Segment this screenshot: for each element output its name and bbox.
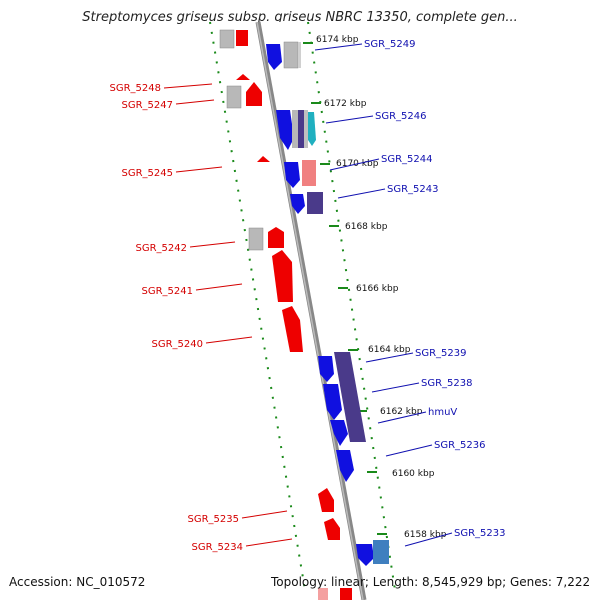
gene-arrow-blue — [284, 162, 300, 188]
gene-label: SGR_5242 — [136, 243, 188, 254]
gene-label: SGR_5246 — [375, 111, 427, 122]
gene-arrow-teal — [308, 112, 316, 146]
gene-gray — [219, 29, 235, 49]
gene-purple — [307, 192, 323, 214]
reverse-strand-genes — [266, 41, 389, 566]
leader-line — [205, 336, 253, 344]
gene-label: SGR_5245 — [122, 168, 174, 179]
right-label-leaders — [314, 43, 453, 547]
gene-gray — [292, 110, 298, 148]
leader-line — [377, 411, 427, 424]
gene-red-partial — [318, 588, 328, 600]
gene-label: hmuV — [428, 407, 457, 418]
leader-line — [325, 115, 374, 124]
gene-gray — [304, 110, 308, 148]
leader-line — [195, 283, 243, 291]
gene-label: SGR_5249 — [364, 39, 416, 50]
gene-arrow-red — [272, 250, 293, 302]
ruler-tick-label: 6162 kbp — [380, 407, 423, 417]
gene-red-partial — [340, 588, 352, 600]
gene-gray — [226, 85, 242, 109]
left-gene-labels: SGR_5248 SGR_5247 SGR_5245 SGR_5242 SGR_… — [110, 83, 244, 553]
forward-strand-genes — [219, 29, 352, 600]
gene-arrow-red — [324, 518, 340, 540]
leader-line — [175, 166, 223, 173]
ruler-tick-label: 6160 kbp — [392, 469, 435, 479]
gene-arrow-red — [282, 306, 303, 352]
gene-label: SGR_5233 — [454, 528, 506, 539]
gene-arrow-red — [246, 82, 262, 106]
gene-label: SGR_5236 — [434, 440, 486, 451]
gene-arrow-blue — [290, 194, 305, 214]
gene-arrow-red — [318, 488, 334, 512]
gene-label: SGR_5248 — [110, 83, 162, 94]
leader-line — [404, 532, 453, 547]
gene-label: SGR_5234 — [192, 542, 244, 553]
gene-arrow-blue — [356, 544, 374, 566]
leader-line — [365, 352, 414, 363]
left-label-leaders — [163, 83, 293, 547]
gene-label: SGR_5244 — [381, 154, 433, 165]
leader-line — [371, 382, 420, 393]
genome-summary-text: Topology: linear; Length: 8,545,929 bp; … — [271, 575, 591, 589]
gene-label: SGR_5243 — [387, 184, 439, 195]
leader-line — [245, 538, 293, 547]
gene-steel-blue — [373, 540, 389, 564]
gene-label: SGR_5238 — [421, 378, 473, 389]
leader-line — [189, 241, 236, 248]
leader-line — [175, 99, 215, 105]
leader-line — [337, 188, 386, 199]
gene-arrow-red — [268, 227, 284, 248]
gene-label: SGR_5239 — [415, 348, 467, 359]
accession-text: Accession: NC_010572 — [9, 575, 146, 589]
leader-line — [385, 444, 433, 457]
ruler-tick-label: 6164 kbp — [368, 345, 411, 355]
leader-line — [314, 43, 363, 51]
gene-label: SGR_5235 — [188, 514, 240, 525]
gene-arrow-red — [236, 74, 250, 80]
gene-salmon — [302, 160, 316, 186]
gene-label: SGR_5247 — [122, 100, 174, 111]
gene-gray — [298, 42, 301, 68]
gene-arrow-red — [257, 156, 270, 162]
gene-arrow-blue — [323, 384, 342, 420]
gene-label: SGR_5241 — [142, 286, 194, 297]
gene-purple — [298, 110, 304, 148]
gene-arrow-blue — [336, 450, 354, 482]
leader-line — [329, 158, 380, 171]
gene-red — [236, 30, 248, 46]
chromosome-axis — [255, 21, 367, 600]
chromosome-axis-highlight — [256, 21, 364, 600]
gene-arrow-blue — [318, 356, 334, 382]
gene-gray — [248, 227, 264, 251]
gene-arrow-blue — [276, 110, 294, 150]
leader-line — [241, 510, 288, 519]
gene-gray — [283, 41, 299, 69]
leader-line — [163, 83, 213, 89]
ruler-tick-label: 6158 kbp — [404, 530, 447, 540]
ruler-tick-label: 6168 kbp — [345, 222, 388, 232]
ruler-tick-label: 6172 kbp — [324, 99, 367, 109]
ruler-tick-label: 6166 kbp — [356, 284, 399, 294]
gene-arrow-blue — [330, 420, 348, 446]
ruler-tick-label: 6174 kbp — [316, 35, 359, 45]
gene-arrow-blue — [266, 44, 282, 70]
map-title: Streptomyces griseus subsp. griseus NBRC… — [82, 10, 518, 25]
right-gene-labels: SGR_5249 SGR_5246 SGR_5244 SGR_5243 SGR_… — [364, 39, 506, 539]
gene-label: SGR_5240 — [152, 339, 204, 350]
gene-purple-block — [334, 352, 366, 442]
